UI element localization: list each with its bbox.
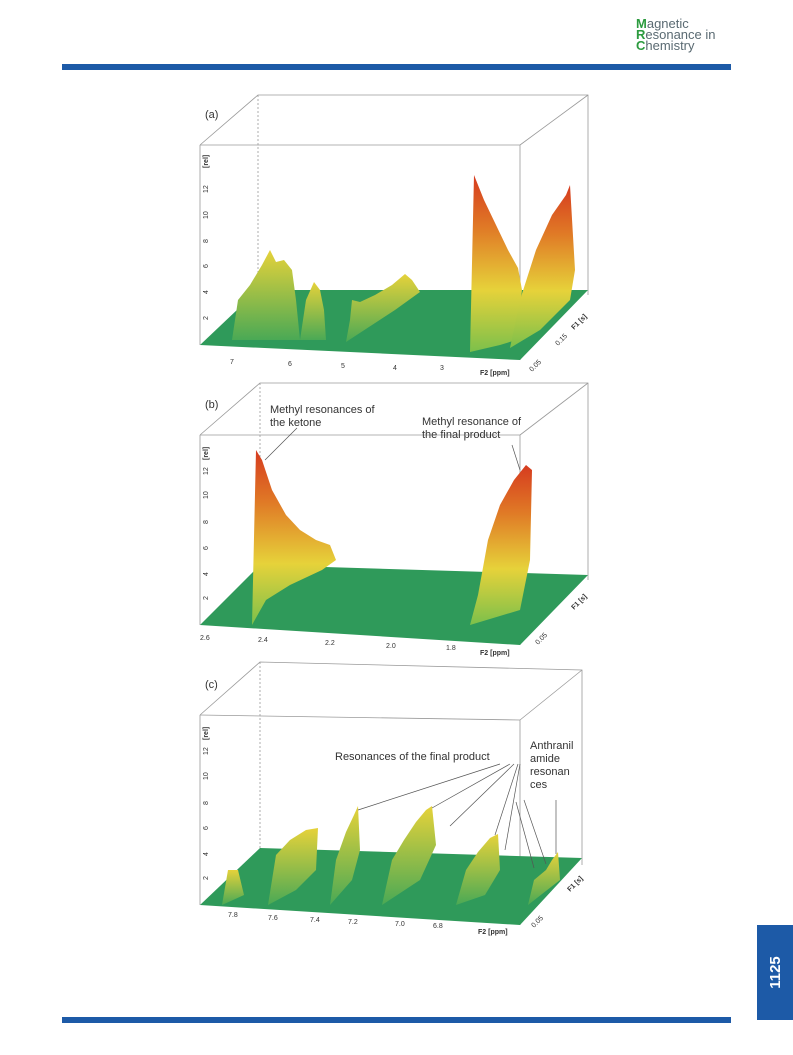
panel-c-peak-1 (222, 870, 244, 905)
page-number-tab: 1125 (757, 925, 793, 1020)
logo-text-2: esonance in (645, 27, 716, 42)
panel-b-depth-label: F1 [s] (570, 593, 588, 611)
panel-c-ytick: 8 (203, 801, 210, 805)
panel-b-ytick: 10 (203, 491, 210, 499)
panel-b-x-axis-label: F2 [ppm] (480, 650, 510, 657)
panel-a-ytick: 2 (203, 316, 210, 320)
panel-a-xtick: 6 (288, 361, 292, 368)
panel-a-ytick: 12 (203, 185, 210, 193)
panel-b-leader-ketone (264, 427, 298, 461)
panel-b-ytick: 8 (203, 520, 210, 524)
panel-b-y-axis-label: [rel] (203, 447, 210, 460)
annotation-ketone-line2: the ketone (270, 417, 321, 429)
panel-b-ytick: 2 (203, 596, 210, 600)
panel-b: (b) Methyl resonances of the ketone Meth… (199, 382, 589, 657)
panel-a-xtick: 5 (341, 363, 345, 370)
panel-c-xtick: 7.4 (310, 917, 320, 924)
panel-a-label: (a) (205, 109, 218, 121)
panel-a-xtick: 3 (440, 365, 444, 372)
annotation-ketone-line1: Methyl resonances of (270, 404, 375, 416)
logo-cap-m: M (636, 16, 647, 31)
panel-b-xtick: 2.2 (325, 640, 335, 647)
panel-a-xtick: 4 (393, 365, 397, 372)
annotation-product-line1: Methyl resonance of (422, 416, 522, 428)
panel-c-y-axis-label: [rel] (203, 727, 210, 740)
panel-b-xtick: 2.0 (386, 643, 396, 650)
panel-a-ytick: 8 (203, 239, 210, 243)
panel-a-depth-tick: 0.15 (554, 333, 569, 348)
footer-rule (62, 1017, 731, 1023)
panel-b-y-ticks: 2 4 6 8 10 12 (203, 467, 210, 600)
panel-a-peak-mid (346, 274, 420, 342)
panel-a-peak-methyl-product (510, 185, 575, 348)
panel-b-xtick: 2.4 (258, 637, 268, 644)
panel-a: (a) [rel] 2 4 6 8 10 12 7 6 5 4 3 F2 [pp… (199, 94, 589, 377)
panel-b-leader-product (511, 444, 521, 471)
panel-b-xtick: 2.6 (200, 635, 210, 642)
panel-c-y-ticks: 2 4 6 8 10 12 (203, 747, 210, 880)
panel-c-ytick: 4 (203, 852, 210, 856)
panel-b-depth-tick: 0.05 (534, 632, 549, 647)
panel-c-ytick: 6 (203, 826, 210, 830)
panel-b-peak-product (470, 465, 532, 625)
annotation-anthranil-line3: resonan (530, 766, 570, 778)
header-rule (62, 64, 731, 70)
panel-c-ytick: 2 (203, 876, 210, 880)
panel-c-peak-2 (268, 828, 318, 905)
panel-b-peak-ketone (252, 450, 336, 625)
panel-c-xtick: 7.6 (268, 915, 278, 922)
panel-a-ytick: 10 (203, 211, 210, 219)
annotation-anthranil-line2: amide (530, 753, 560, 765)
panel-c: (c) Resonances of the final product Anth… (199, 661, 585, 936)
panel-c-xtick: 6.8 (433, 923, 443, 930)
panel-a-depth-label: F1 [s] (570, 313, 588, 331)
panel-c-peak-anthranil (528, 852, 560, 905)
panel-c-xtick: 7.2 (348, 919, 358, 926)
panel-a-x-axis-label: F2 [ppm] (480, 370, 510, 377)
annotation-final-product: Resonances of the final product (335, 751, 490, 763)
panel-c-box (199, 661, 583, 925)
panel-a-peak-methyl-ketone (470, 175, 522, 352)
logo-text-3: hemistry (645, 38, 695, 53)
panel-a-ytick: 4 (203, 290, 210, 294)
panel-c-peak-4 (382, 806, 436, 905)
panel-b-ytick: 6 (203, 546, 210, 550)
logo-text-1: agnetic (646, 16, 689, 31)
panel-c-xtick: 7.0 (395, 921, 405, 928)
journal-logo: Magnetic Resonance in Chemistry (636, 16, 776, 53)
logo-cap-c: C (636, 38, 646, 53)
panel-a-y-ticks: 2 4 6 8 10 12 (203, 185, 210, 320)
panel-a-x-ticks: 7 6 5 4 3 (230, 359, 444, 372)
annotation-anthranil-line1: Anthranil (530, 740, 573, 752)
panel-c-peak-3 (330, 806, 360, 905)
panel-c-ytick: 10 (203, 772, 210, 780)
panel-c-leaders (357, 763, 557, 869)
panel-c-ytick: 12 (203, 747, 210, 755)
panel-a-ytick: 6 (203, 264, 210, 268)
panel-a-xtick: 7 (230, 359, 234, 366)
panel-c-x-axis-label: F2 [ppm] (478, 929, 508, 936)
logo-cap-r: R (636, 27, 646, 42)
panel-b-x-ticks: 2.6 2.4 2.2 2.0 1.8 (200, 635, 456, 652)
panel-a-y-axis-label: [rel] (203, 155, 210, 168)
panel-a-peak-aromatic-2 (300, 282, 326, 340)
panel-c-label: (c) (205, 679, 218, 691)
panel-a-peak-aromatic (232, 250, 300, 340)
annotation-anthranil-line4: ces (530, 779, 548, 791)
annotation-product-line2: the final product (422, 429, 500, 441)
panel-c-xtick: 7.8 (228, 912, 238, 919)
panel-c-depth-tick: 0.05 (530, 915, 545, 930)
panel-b-ytick: 4 (203, 572, 210, 576)
panel-c-x-ticks: 7.8 7.6 7.4 7.2 7.0 6.8 (228, 912, 443, 930)
panel-b-xtick: 1.8 (446, 645, 456, 652)
panel-b-ytick: 12 (203, 467, 210, 475)
panel-b-label: (b) (205, 399, 218, 411)
panel-c-depth-label: F1 [s] (566, 875, 584, 893)
panel-a-depth-tick: 0.05 (528, 359, 543, 374)
panel-c-peak-5 (456, 834, 500, 905)
